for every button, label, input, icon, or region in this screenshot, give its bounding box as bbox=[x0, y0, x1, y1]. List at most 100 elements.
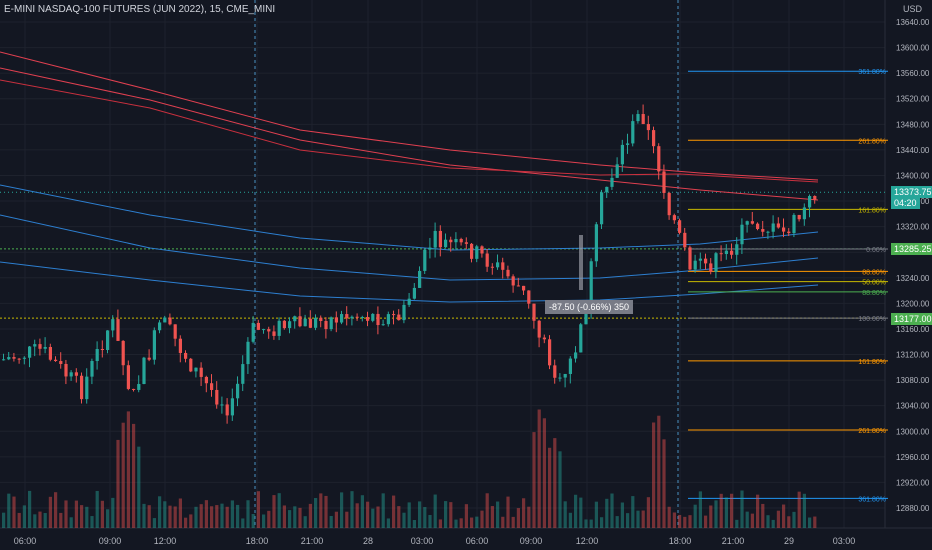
candle-body bbox=[236, 383, 240, 399]
candle-body bbox=[511, 276, 515, 286]
candle-body bbox=[678, 220, 682, 233]
candle-body bbox=[241, 364, 245, 384]
volume-bar bbox=[444, 501, 448, 528]
volume-bar bbox=[360, 495, 364, 528]
time-tick-label: 12:00 bbox=[154, 536, 177, 546]
candle-body bbox=[381, 324, 385, 326]
symbol-title[interactable]: E-MINI NASDAQ-100 FUTURES (JUN 2022), 15… bbox=[4, 4, 276, 15]
volume-bar bbox=[730, 493, 734, 528]
candle-body bbox=[137, 384, 141, 390]
volume-bar bbox=[189, 514, 193, 528]
volume-bar bbox=[2, 512, 6, 528]
candle-body bbox=[574, 352, 578, 359]
candle-body bbox=[392, 314, 396, 316]
volume-bar bbox=[407, 502, 411, 528]
price-tick-label: 13120.00 bbox=[896, 351, 930, 360]
price-tick-label: 13480.00 bbox=[896, 120, 930, 129]
volume-bar bbox=[667, 506, 671, 528]
volume-bar bbox=[704, 515, 708, 528]
volume-bar bbox=[215, 505, 219, 528]
volume-bar bbox=[272, 495, 276, 528]
volume-bar bbox=[548, 447, 552, 528]
volume-bar bbox=[496, 501, 500, 528]
candle-body bbox=[230, 398, 234, 416]
candle-body bbox=[366, 316, 370, 321]
candle-body bbox=[688, 247, 692, 270]
candle-body bbox=[542, 337, 546, 340]
volume-bar bbox=[85, 506, 89, 528]
volume-bar bbox=[782, 504, 786, 528]
candle-body bbox=[745, 221, 749, 225]
volume-bar bbox=[808, 517, 812, 528]
volume-bar bbox=[402, 512, 406, 528]
candle-body bbox=[407, 298, 411, 305]
volume-bar bbox=[152, 518, 156, 528]
volume-bar bbox=[511, 516, 515, 528]
volume-bar bbox=[428, 514, 432, 528]
volume-bar bbox=[236, 504, 240, 528]
candle-body bbox=[766, 231, 770, 233]
volume-bar bbox=[454, 519, 458, 528]
volume-bar bbox=[688, 515, 692, 528]
bar-countdown-tag: 04:20 bbox=[891, 197, 920, 209]
volume-bar bbox=[74, 500, 78, 528]
candle-body bbox=[126, 365, 130, 389]
candle-body bbox=[168, 317, 172, 325]
volume-bar bbox=[761, 503, 765, 528]
candle-body bbox=[480, 246, 484, 254]
candle-body bbox=[589, 261, 593, 309]
volume-bar bbox=[48, 496, 52, 528]
candle-body bbox=[740, 224, 744, 245]
candle-body bbox=[532, 303, 536, 321]
volume-bar bbox=[184, 517, 188, 528]
time-tick-label: 09:00 bbox=[520, 536, 543, 546]
candle-body bbox=[735, 244, 739, 255]
candle-body bbox=[106, 330, 110, 351]
volume-bar bbox=[475, 516, 479, 528]
volume-bar bbox=[69, 517, 73, 528]
candle-body bbox=[64, 363, 68, 377]
candle-body bbox=[277, 320, 281, 336]
candle-body bbox=[433, 230, 437, 248]
candle-body bbox=[85, 376, 89, 400]
fib-level-label: 361.80% bbox=[858, 496, 886, 503]
volume-bar bbox=[220, 503, 224, 528]
candle-body bbox=[298, 316, 302, 327]
volume-bar bbox=[386, 518, 390, 528]
fib-level-label: 161.80% bbox=[858, 207, 886, 214]
candle-body bbox=[501, 262, 505, 270]
volume-bar bbox=[28, 490, 32, 528]
candle-body bbox=[610, 177, 614, 187]
volume-bar bbox=[350, 491, 354, 528]
candle-body bbox=[319, 317, 323, 322]
volume-bar bbox=[464, 504, 468, 528]
candle-body bbox=[428, 247, 432, 250]
candle-body bbox=[719, 253, 723, 255]
volume-bar bbox=[652, 422, 656, 528]
candle-body bbox=[402, 304, 406, 321]
candle-body bbox=[724, 250, 728, 255]
measure-tool-label[interactable]: -87.50 (-0.66%) 350 bbox=[545, 300, 634, 314]
candle-body bbox=[605, 186, 609, 193]
volume-bar bbox=[64, 500, 68, 528]
candle-body bbox=[475, 246, 479, 259]
volume-bar bbox=[168, 505, 172, 528]
candle-body bbox=[418, 270, 422, 288]
candle-body bbox=[423, 249, 427, 271]
volume-bar bbox=[719, 493, 723, 528]
candle-body bbox=[714, 253, 718, 272]
candle-body bbox=[204, 376, 208, 384]
candle-body bbox=[563, 373, 567, 378]
candle-body bbox=[449, 239, 453, 243]
volume-bar bbox=[262, 514, 266, 528]
volume-bar bbox=[199, 504, 203, 528]
candle-body bbox=[558, 377, 562, 379]
candle-body bbox=[490, 266, 494, 268]
volume-bar bbox=[340, 492, 344, 528]
candle-body bbox=[100, 349, 104, 351]
candle-body bbox=[813, 196, 817, 200]
volume-bar bbox=[813, 516, 817, 528]
candle-body bbox=[527, 290, 531, 304]
